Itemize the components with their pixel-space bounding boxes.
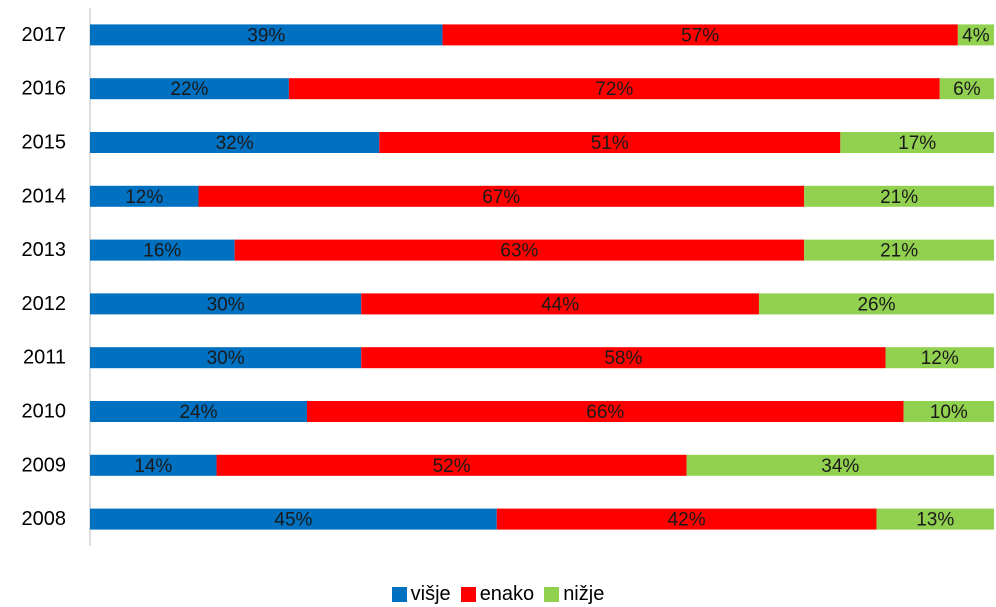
data-label: 13% <box>916 510 954 531</box>
bar-segment-enako <box>216 454 687 476</box>
bar-segment-enako <box>198 185 805 207</box>
data-label: 30% <box>207 294 245 315</box>
y-tick-label: 2013 <box>22 239 67 261</box>
bar-segment-visje <box>90 132 380 153</box>
data-label: 45% <box>274 510 312 531</box>
data-label: 12% <box>921 348 959 369</box>
bar-segment-nizje <box>804 239 994 261</box>
bar-segment-visje <box>90 24 443 46</box>
bar-segment-nizje <box>939 78 994 100</box>
bar-segment-visje <box>90 454 217 476</box>
bar-segment-nizje <box>840 132 994 153</box>
legend-swatch-enako <box>460 586 476 602</box>
data-label: 6% <box>953 79 981 100</box>
data-label: 34% <box>821 456 859 477</box>
data-label: 21% <box>880 241 918 262</box>
bar-segment-visje <box>90 293 362 315</box>
y-tick-label: 2012 <box>22 293 67 315</box>
legend-item-nizje: nižje <box>544 583 604 606</box>
data-label: 17% <box>898 133 936 154</box>
stacked-bar-chart: 2017 39% 57% 4% 2016 22% 72% 6% 2015 32% 51% 17% 201… <box>22 8 994 546</box>
y-tick-label: 2008 <box>22 508 67 530</box>
bar-segment-enako <box>234 239 805 261</box>
bar-segment-enako <box>361 347 886 369</box>
bar-segment-nizje <box>957 24 994 46</box>
y-tick-label: 2010 <box>22 401 67 423</box>
bar-segment-nizje <box>885 347 994 369</box>
data-label: 66% <box>586 402 624 423</box>
data-label: 21% <box>880 187 918 208</box>
bar-segment-enako <box>442 24 958 46</box>
bar-segment-visje <box>90 347 362 369</box>
data-label: 67% <box>482 187 520 208</box>
bar-segment-enako <box>379 132 841 153</box>
bar-segment-enako <box>288 78 940 100</box>
legend-swatch-nizje <box>544 586 560 602</box>
bar-segment-enako <box>496 508 877 530</box>
data-label: 4% <box>962 25 990 46</box>
y-tick-label: 2015 <box>22 132 67 154</box>
data-label: 12% <box>125 187 163 208</box>
legend-label-enako: enako <box>479 582 535 605</box>
data-label: 14% <box>134 456 172 477</box>
data-label: 24% <box>179 402 217 423</box>
data-label: 51% <box>591 133 629 154</box>
legend: višje enako nižje <box>0 581 996 607</box>
bar-segment-visje <box>90 185 199 207</box>
data-label: 72% <box>595 79 633 100</box>
legend-label-nizje: nižje <box>563 582 605 605</box>
data-label: 32% <box>216 133 254 154</box>
bar-segment-nizje <box>686 454 994 476</box>
data-label: 57% <box>681 25 719 46</box>
data-label: 58% <box>604 348 642 369</box>
data-label: 63% <box>500 241 538 262</box>
data-label: 16% <box>143 241 181 262</box>
bar-segment-nizje <box>758 293 994 315</box>
bar-segment-visje <box>90 508 497 530</box>
bar-segment-visje <box>90 239 235 261</box>
data-label: 26% <box>857 294 895 315</box>
data-label: 22% <box>170 79 208 100</box>
legend-label-visje: višje <box>410 582 451 605</box>
data-label: 30% <box>207 348 245 369</box>
bar-segment-visje <box>90 78 289 100</box>
y-tick-label: 2016 <box>22 78 67 100</box>
bar-segment-nizje <box>903 401 994 422</box>
data-label: 39% <box>247 25 285 46</box>
data-label: 52% <box>433 456 471 477</box>
bar-segment-nizje <box>876 508 994 530</box>
y-tick-label: 2011 <box>23 347 66 369</box>
legend-item-enako: enako <box>460 582 535 606</box>
bar-segment-enako <box>361 293 759 315</box>
data-label: 44% <box>541 294 579 315</box>
bar-segment-enako <box>306 401 904 422</box>
legend-item-visje: višje <box>391 582 451 606</box>
legend-swatch-visje <box>391 586 407 602</box>
y-tick-label: 2017 <box>22 24 67 46</box>
data-label: 42% <box>668 510 706 531</box>
bar-segment-visje <box>90 401 307 422</box>
y-tick-label: 2009 <box>22 454 67 476</box>
y-tick-label: 2014 <box>22 185 67 207</box>
data-label: 10% <box>930 402 968 423</box>
bar-segment-nizje <box>804 185 994 207</box>
